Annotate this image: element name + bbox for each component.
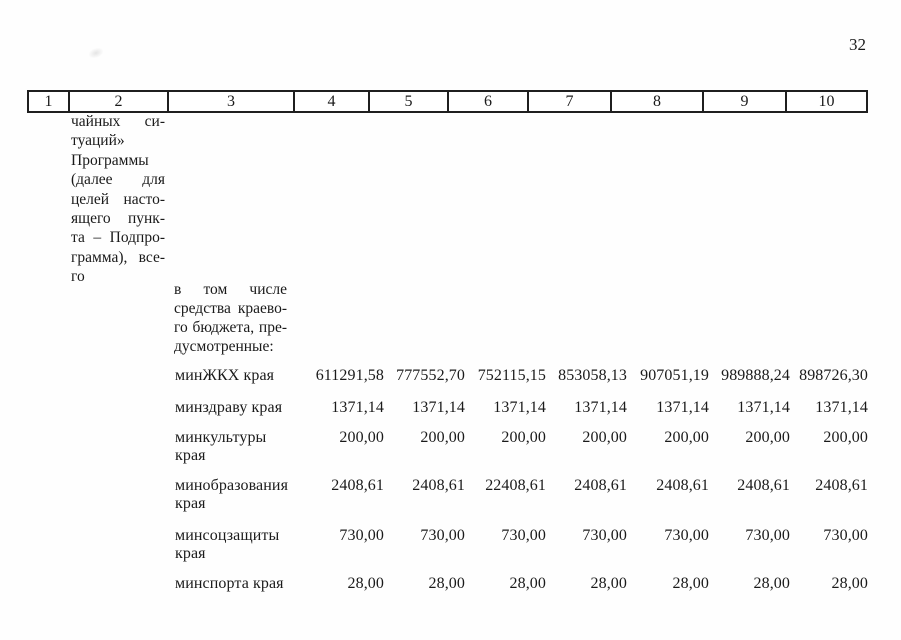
- row-value: 1371,14: [331, 399, 384, 416]
- row-value: 1371,14: [574, 399, 627, 416]
- row-label-line: края: [175, 447, 206, 464]
- text-line: целей насто-: [71, 190, 165, 208]
- row-value: 28,00: [428, 575, 465, 592]
- row-label-line: минобразования: [175, 477, 289, 494]
- text-line: Программы: [71, 151, 149, 169]
- row-label-line: минздраву края: [175, 399, 283, 416]
- row-value: 730,00: [664, 527, 709, 544]
- row-value: 611291,58: [315, 367, 384, 384]
- header-col-7: 7: [529, 92, 612, 111]
- header-col-9: 9: [704, 92, 787, 111]
- row-value: 200,00: [339, 429, 384, 446]
- table-row-minsporta: минспорта края 28,00 28,00 28,00 28,00 2…: [175, 575, 868, 593]
- table-row-minkultury: минкультуры края 200,00 200,00 200,00 20…: [175, 429, 868, 465]
- table-column-number-header: 1 2 3 4 5 6 7 8 9 10: [27, 90, 868, 113]
- text-line: ящего пунк-: [71, 210, 165, 228]
- header-col-3: 3: [169, 92, 295, 111]
- row-value: 1371,14: [493, 399, 546, 416]
- text-line: го бюджета, пре-: [174, 319, 287, 336]
- header-col-8: 8: [612, 92, 704, 111]
- row-value: 730,00: [420, 527, 465, 544]
- header-col-4: 4: [295, 92, 370, 111]
- row-value: 853058,13: [558, 367, 627, 384]
- scan-artifact: [86, 45, 106, 61]
- row-value: 730,00: [339, 527, 384, 544]
- table-row-minzhkh: минЖКХ края 611291,58 777552,70 752115,1…: [175, 367, 868, 385]
- row-value: 1371,14: [656, 399, 709, 416]
- row-value: 22408,61: [485, 477, 546, 494]
- row-label-line: минкультуры: [175, 429, 267, 446]
- table-row-minsotszashchity: минсоцзащиты края 730,00 730,00 730,00 7…: [175, 527, 868, 563]
- row-label: минздраву края: [175, 399, 296, 417]
- row-value: 2408,61: [412, 477, 465, 494]
- row-value: 28,00: [590, 575, 627, 592]
- row-value: 730,00: [582, 527, 627, 544]
- budget-funds-intro-text-block: в том числе средства краево- го бюджета,…: [174, 280, 287, 356]
- text-line: та – Подпро-: [71, 229, 165, 247]
- program-name-text-block: чайных си- туаций» Программы (далее для …: [71, 112, 165, 287]
- row-value: 28,00: [753, 575, 790, 592]
- row-value: 2408,61: [331, 477, 384, 494]
- row-value: 28,00: [347, 575, 384, 592]
- row-value: 1371,14: [737, 399, 790, 416]
- text-line: дусмотренные:: [174, 338, 274, 355]
- header-col-10: 10: [818, 92, 835, 110]
- row-value: 28,00: [509, 575, 546, 592]
- row-value: 907051,19: [640, 367, 709, 384]
- row-label-line: минсоцзащиты: [175, 527, 280, 544]
- row-label: минспорта края: [175, 575, 296, 593]
- header-col-2: 2: [70, 92, 169, 111]
- row-value: 898726,30: [799, 367, 868, 384]
- header-col-5: 5: [370, 92, 449, 111]
- text-line: (далее для: [71, 171, 165, 189]
- row-label: минобразования края: [175, 477, 296, 513]
- row-value: 752115,15: [477, 367, 546, 384]
- row-value: 730,00: [823, 527, 868, 544]
- row-label-line: минспорта края: [175, 575, 284, 592]
- header-col-6: 6: [449, 92, 529, 111]
- text-line: в том числе: [174, 281, 287, 298]
- page-number: 32: [849, 35, 866, 54]
- row-value: 2408,61: [574, 477, 627, 494]
- row-label-line: края: [175, 545, 206, 562]
- text-line: чайных си-: [71, 113, 165, 130]
- table-row-minzdrav: минздраву края 1371,14 1371,14 1371,14 1…: [175, 399, 868, 417]
- header-col-1: 1: [29, 92, 70, 111]
- row-label: минсоцзащиты края: [175, 527, 296, 563]
- text-line: го: [71, 268, 85, 286]
- row-value: 200,00: [664, 429, 709, 446]
- row-value: 28,00: [831, 575, 868, 592]
- row-value: 1371,14: [412, 399, 465, 416]
- row-value: 989888,24: [721, 367, 790, 384]
- row-value: 200,00: [420, 429, 465, 446]
- text-line: средства краево-: [174, 300, 287, 317]
- text-line: грамма), все-: [71, 248, 165, 266]
- row-value: 200,00: [823, 429, 868, 446]
- row-value: 200,00: [501, 429, 546, 446]
- row-value: 730,00: [501, 527, 546, 544]
- row-label-line: минЖКХ края: [175, 367, 275, 384]
- row-label-line: края: [175, 495, 206, 512]
- row-value: 1371,14: [815, 399, 868, 416]
- row-value: 2408,61: [737, 477, 790, 494]
- row-label: минЖКХ края: [175, 367, 296, 385]
- row-value: 200,00: [582, 429, 627, 446]
- row-value: 200,00: [745, 429, 790, 446]
- row-value: 28,00: [672, 575, 709, 592]
- row-value: 730,00: [745, 527, 790, 544]
- row-value: 777552,70: [396, 367, 465, 384]
- table-row-minobrazovaniya: минобразования края 2408,61 2408,61 2240…: [175, 477, 868, 513]
- row-label: минкультуры края: [175, 429, 296, 465]
- text-line: туаций»: [71, 132, 125, 150]
- row-value: 2408,61: [656, 477, 709, 494]
- row-value: 2408,61: [815, 477, 868, 494]
